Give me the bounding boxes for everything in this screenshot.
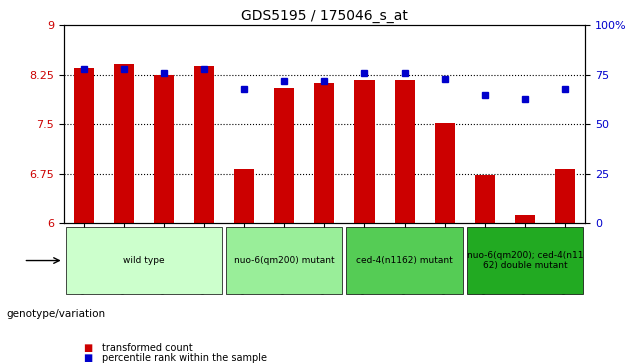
Title: GDS5195 / 175046_s_at: GDS5195 / 175046_s_at xyxy=(241,9,408,23)
Text: transformed count: transformed count xyxy=(102,343,193,354)
Bar xyxy=(354,79,375,223)
Bar xyxy=(114,64,134,223)
FancyBboxPatch shape xyxy=(66,227,222,294)
Bar xyxy=(194,66,214,223)
Text: percentile rank within the sample: percentile rank within the sample xyxy=(102,352,266,363)
Bar xyxy=(515,216,535,223)
Text: ced-4(n1162) mutant: ced-4(n1162) mutant xyxy=(356,256,453,265)
Bar xyxy=(555,169,575,223)
Bar xyxy=(274,88,294,223)
Text: nuo-6(qm200); ced-4(n11
62) double mutant: nuo-6(qm200); ced-4(n11 62) double mutan… xyxy=(467,251,583,270)
Bar xyxy=(314,83,335,223)
Text: wild type: wild type xyxy=(123,256,165,265)
Text: ■: ■ xyxy=(83,343,92,354)
FancyBboxPatch shape xyxy=(347,227,463,294)
Bar xyxy=(434,123,455,223)
Text: ■: ■ xyxy=(83,352,92,363)
Text: nuo-6(qm200) mutant: nuo-6(qm200) mutant xyxy=(234,256,335,265)
FancyBboxPatch shape xyxy=(467,227,583,294)
Bar xyxy=(234,169,254,223)
Bar xyxy=(475,175,495,223)
Bar xyxy=(74,68,93,223)
Bar xyxy=(394,79,415,223)
Bar xyxy=(154,75,174,223)
Text: genotype/variation: genotype/variation xyxy=(6,309,106,319)
FancyBboxPatch shape xyxy=(226,227,342,294)
